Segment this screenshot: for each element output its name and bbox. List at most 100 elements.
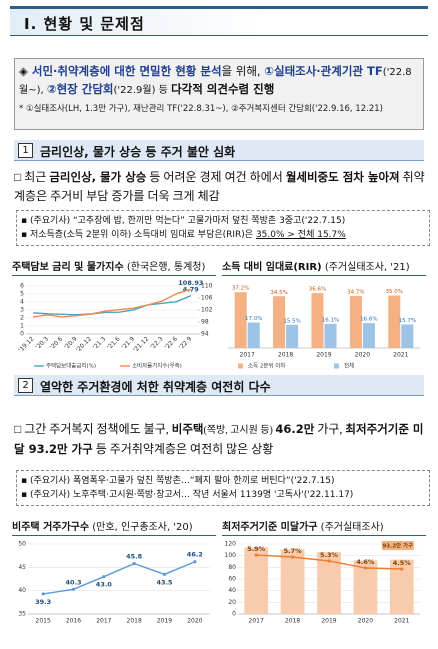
y2-tick-label: 106: [201, 295, 213, 302]
y-tick-label: 4: [20, 299, 24, 306]
data-label: 15.5%: [283, 318, 300, 324]
line-series: [33, 288, 192, 318]
point: [254, 553, 258, 557]
x-tick-label: 2015: [36, 618, 51, 625]
y-tick-label: 60: [228, 576, 236, 583]
legend-label: 주택담보대출금리(%): [46, 362, 96, 370]
bullet: ▪ (주요기사) 노후주택·고시원·쪽방·창고서… 작년 서울서 1139명 '…: [21, 490, 354, 500]
text: 다각적 의견수렴 진행: [171, 82, 275, 96]
header-title: Ⅰ. 현황 및 문제점: [24, 15, 145, 33]
x-tick-label: '21.6: [106, 335, 122, 351]
point: [291, 555, 295, 559]
y-tick-label: 6: [20, 283, 24, 290]
y-tick-label: 40: [228, 587, 236, 594]
x-tick-label: 2019: [321, 618, 336, 625]
y-tick-label: 45: [18, 564, 26, 571]
x-tick-label: 2021: [394, 618, 409, 625]
text: (쪽방, 고시원 등): [203, 425, 276, 436]
point: [363, 566, 367, 570]
paragraph: □ 최근 금리인상, 물가 상승 등 어려운 경제 여건 하에서 월세비중도 점…: [14, 168, 428, 206]
page-header: Ⅰ. 현황 및 문제점: [10, 6, 428, 36]
x-tick-label: 2020: [187, 618, 202, 625]
bar: [247, 322, 260, 348]
bar: [349, 295, 362, 348]
summary-box: ◈ 서민·취약계층에 대한 면밀한 현황 분석을 위해, ①실태조사·관계기관 …: [14, 58, 424, 130]
y2-tick-label: 110: [201, 283, 213, 290]
point: [132, 562, 136, 566]
text: (만호, 인구총조사, '20): [92, 522, 193, 533]
x-tick-label: '19.12: [17, 335, 35, 353]
x-tick-label: 2019: [316, 352, 331, 359]
text: 최저주거기준 미달 93.2만 가구: [14, 422, 424, 456]
x-tick-label: '21.3: [92, 335, 108, 351]
text: 가구,: [314, 422, 346, 436]
y-tick-label: 50: [18, 541, 26, 548]
data-label: 4.79: [183, 286, 200, 294]
x-tick-label: '20.12: [75, 335, 93, 353]
section-header: 2 열악한 주거환경에 처한 취약계층 여전히 다수: [14, 375, 424, 396]
x-tick-label: '20.3: [34, 335, 50, 351]
y-tick-label: 20: [228, 599, 236, 606]
data-label: 4.5%: [393, 559, 412, 567]
text: 비주택: [171, 422, 204, 436]
y-tick-label: 2: [20, 315, 24, 322]
chart-panel: 최저주거기준 미달가구 (주거실태조사) 0 20 40 60 80 100 120 2017…: [222, 518, 426, 632]
section-number: 1: [18, 143, 33, 158]
bar: [311, 293, 324, 348]
data-label: 45.8: [126, 553, 143, 561]
bar: [389, 559, 414, 614]
chart-title: 최저주거기준 미달가구 (주거실태조사): [222, 518, 426, 536]
x-tick-label: '22.6: [163, 335, 179, 351]
text: 35.0% > 전체 15.7%: [255, 230, 346, 240]
data-label: 5.9%: [247, 545, 266, 553]
bar: [324, 323, 337, 348]
y-tick-label: 3: [20, 307, 24, 314]
chart-panel: 비주택 거주가구수 (만호, 인구총조사, '20) 35 40 45 50 2015 2…: [12, 518, 216, 632]
data-label: 5.3%: [320, 551, 339, 559]
legend-swatch: [334, 363, 339, 369]
y-tick-label: 120: [225, 541, 237, 548]
x-tick-label: 2018: [285, 618, 300, 625]
text: (주거실태조사): [320, 522, 384, 533]
paragraph: □ 그간 주거복지 정책에도 불구, 비주택(쪽방, 고시원 등) 46.2만 …: [14, 420, 428, 459]
bullet: ▪ 저소득층(소득 2분위 이하) 소득대비 임대료 부담은(RIR)은 35.…: [21, 230, 346, 240]
bullet-box: ▪ (주요기사) 폭염폭우·고물가 덮친 쪽방촌…“폐지 팔아 한끼로 버틴다”…: [16, 470, 430, 506]
data-label: 4.6%: [356, 558, 375, 566]
bullet-box: ▪ (주요기사) “고추장에 밥, 한끼만 먹는다” 고물가마저 덮친 쪽방촌 …: [16, 210, 430, 246]
y-tick-label: 100: [225, 552, 237, 559]
data-label: 37.2%: [232, 286, 249, 292]
text: (주요기사) “고추장에 밥, 한끼만 먹는다” 고물가마저 덮친 쪽방촌 3중…: [29, 216, 346, 226]
text: 비주택 거주가구수: [12, 522, 90, 533]
text: 취약계층은 주거비 부담 증가를 더욱 크게 체감: [14, 170, 425, 203]
y2-tick-label: 94: [201, 331, 209, 338]
x-tick-label: 2017: [240, 352, 255, 359]
x-tick-label: 2018: [127, 618, 142, 625]
section-number: 2: [18, 378, 33, 393]
text: (주거실태조사, '21): [324, 262, 410, 273]
x-tick-label: 2019: [157, 618, 172, 625]
text: 소득 대비 임대료(RIR): [222, 262, 322, 273]
text: (주요기사) 노후주택·고시원·쪽방·창고서… 작년 서울서 1139명 '고독…: [29, 490, 354, 500]
bar: [273, 296, 286, 348]
data-label: 16.6%: [360, 317, 377, 323]
x-tick-label: 2016: [66, 618, 81, 625]
x-tick-label: 2017: [249, 618, 264, 625]
text: ('22.9월) 등: [113, 85, 172, 96]
bar: [388, 295, 401, 348]
text: 저소득층(소득 2분위 이하) 소득대비 임대료 부담은(RIR)은: [29, 230, 256, 240]
text: 등 어려운 경제 여건 하에서: [146, 170, 286, 184]
x-tick-label: 2017: [96, 618, 111, 625]
text: ◈: [19, 64, 32, 78]
bar: [353, 560, 378, 614]
text: ①실태조사·관계기관 TF: [264, 64, 383, 78]
line-series: [43, 561, 196, 595]
x-tick-label: '22.3: [149, 335, 165, 351]
data-label: 16.1%: [322, 317, 339, 323]
chart-title: 비주택 거주가구수 (만호, 인구총조사, '20): [12, 518, 216, 536]
text: ②현장 간담회: [46, 82, 114, 96]
text: 46.2만: [275, 422, 315, 436]
y-tick-label: 0: [20, 331, 24, 338]
y-tick-label: 40: [18, 587, 26, 594]
